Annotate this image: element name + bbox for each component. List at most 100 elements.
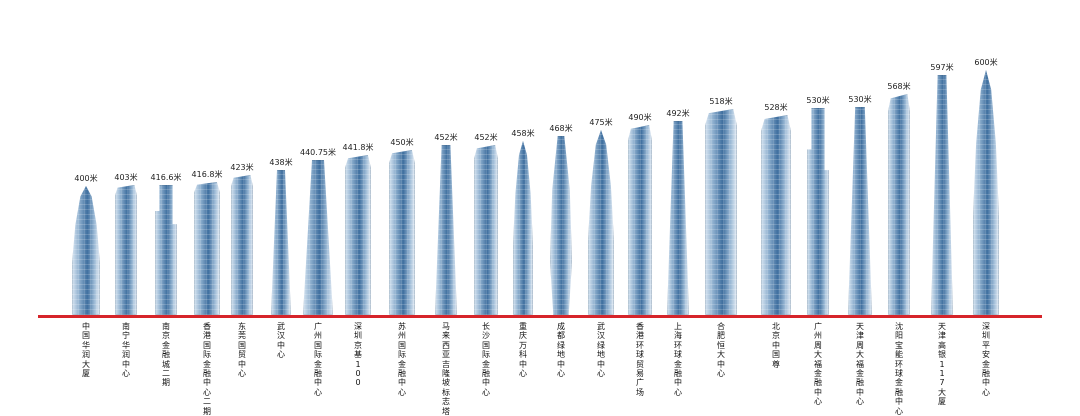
tower-facade-grid	[628, 125, 652, 315]
skyscraper-comparison: 400米 中国华润大厦 403米 南宁华润中心 416.6米 南京金融城二期 416.8米香…	[38, 58, 1042, 416]
tower-facade-grid	[888, 94, 910, 315]
tower	[345, 155, 371, 315]
height-label: 475米	[589, 118, 613, 127]
tower-facade-grid	[155, 185, 177, 315]
tower	[848, 107, 872, 315]
tower-image	[550, 136, 572, 315]
tower	[72, 186, 100, 315]
tower-facade-grid	[231, 175, 253, 315]
tower-facade-grid	[271, 170, 291, 315]
tower-image	[435, 145, 457, 315]
tower	[155, 185, 177, 315]
ground-baseline	[38, 315, 1042, 318]
tower	[588, 130, 614, 315]
building-name-label: 香港国际金融中心二期	[203, 322, 211, 416]
tower-image	[389, 150, 415, 315]
building-name-label: 沈阳宝能环球金融中心	[895, 322, 903, 416]
tower-facade-grid	[667, 121, 689, 315]
tower-image	[848, 107, 872, 315]
tower-facade-grid	[303, 160, 333, 315]
building-name-label: 长沙国际金融中心	[482, 322, 490, 397]
tower-facade-grid	[194, 182, 220, 315]
tower-facade-grid	[807, 108, 829, 315]
tower-facade-grid	[550, 136, 572, 315]
tower-image	[667, 121, 689, 315]
tower-facade-grid	[115, 185, 137, 315]
tower-image	[231, 175, 253, 315]
height-label: 452米	[434, 133, 458, 142]
tower-facade-grid	[72, 186, 100, 315]
building-name-label: 南宁华润中心	[122, 322, 130, 379]
height-label: 492米	[666, 109, 690, 118]
height-label: 400米	[74, 174, 98, 183]
tower-facade-grid	[345, 155, 371, 315]
building-name-label: 天津周大福金融中心	[856, 322, 864, 407]
building-name-label: 北京中国尊	[772, 322, 780, 369]
tower-facade-grid	[931, 75, 953, 315]
tower-facade-grid	[848, 107, 872, 315]
height-label: 452米	[474, 133, 498, 142]
tower	[807, 108, 829, 315]
tower	[303, 160, 333, 315]
tower	[513, 141, 533, 315]
height-label: 423米	[230, 163, 254, 172]
building-name-label: 苏州国际金融中心	[398, 322, 406, 397]
height-label: 416.6米	[150, 173, 182, 182]
height-label: 441.8米	[342, 143, 374, 152]
tower-facade-grid	[973, 70, 999, 315]
tower	[231, 175, 253, 315]
height-label: 468米	[549, 124, 573, 133]
building-name-label: 成都绿地中心	[557, 322, 565, 379]
tower-facade-grid	[389, 150, 415, 315]
tower-facade-grid	[588, 130, 614, 315]
tower	[194, 182, 220, 315]
tower-image	[628, 125, 652, 315]
tower-image	[474, 145, 498, 315]
building-name-label: 合肥恒大中心	[717, 322, 725, 379]
tower-image	[761, 115, 791, 315]
tower-image	[588, 130, 614, 315]
building-name-label: 广州周大福金融中心	[814, 322, 822, 407]
building-name-label: 天津高银117大厦	[938, 322, 946, 407]
tower	[628, 125, 652, 315]
height-label: 528米	[764, 103, 788, 112]
building-name-label: 中国华润大厦	[82, 322, 90, 379]
building-name-label: 上海环球金融中心	[674, 322, 682, 397]
building-name-label: 广州国际金融中心	[314, 322, 322, 397]
building-name-label: 马来西亚吉隆坡标志塔	[442, 322, 450, 416]
building-name-label: 重庆万科中心	[519, 322, 527, 379]
building-name-label: 香港环球贸易广场	[636, 322, 644, 397]
tower-facade-grid	[705, 109, 737, 315]
building-name-label: 深圳京基100	[354, 322, 362, 388]
tower-image	[72, 186, 100, 315]
tower	[271, 170, 291, 315]
tower	[973, 70, 999, 315]
tower-image	[115, 185, 137, 315]
tower-image	[973, 70, 999, 315]
height-label: 440.75米	[300, 148, 336, 157]
tower-image	[271, 170, 291, 315]
height-label: 600米	[974, 58, 998, 67]
height-label: 450米	[390, 138, 414, 147]
tower	[435, 145, 457, 315]
height-label: 530米	[848, 95, 872, 104]
tower	[888, 94, 910, 315]
height-label: 597米	[930, 63, 954, 72]
height-label: 438米	[269, 158, 293, 167]
tower-facade-grid	[474, 145, 498, 315]
tower-image	[194, 182, 220, 315]
tower	[550, 136, 572, 315]
tower-image	[705, 109, 737, 315]
height-label: 490米	[628, 113, 652, 122]
height-label: 568米	[887, 82, 911, 91]
tower	[761, 115, 791, 315]
tower	[115, 185, 137, 315]
tower-image	[345, 155, 371, 315]
tower-image	[888, 94, 910, 315]
tower	[667, 121, 689, 315]
tower-image	[931, 75, 953, 315]
building-name-label: 武汉绿地中心	[597, 322, 605, 379]
tower	[389, 150, 415, 315]
building-name-label: 东莞国贸中心	[238, 322, 246, 379]
tower-facade-grid	[761, 115, 791, 315]
